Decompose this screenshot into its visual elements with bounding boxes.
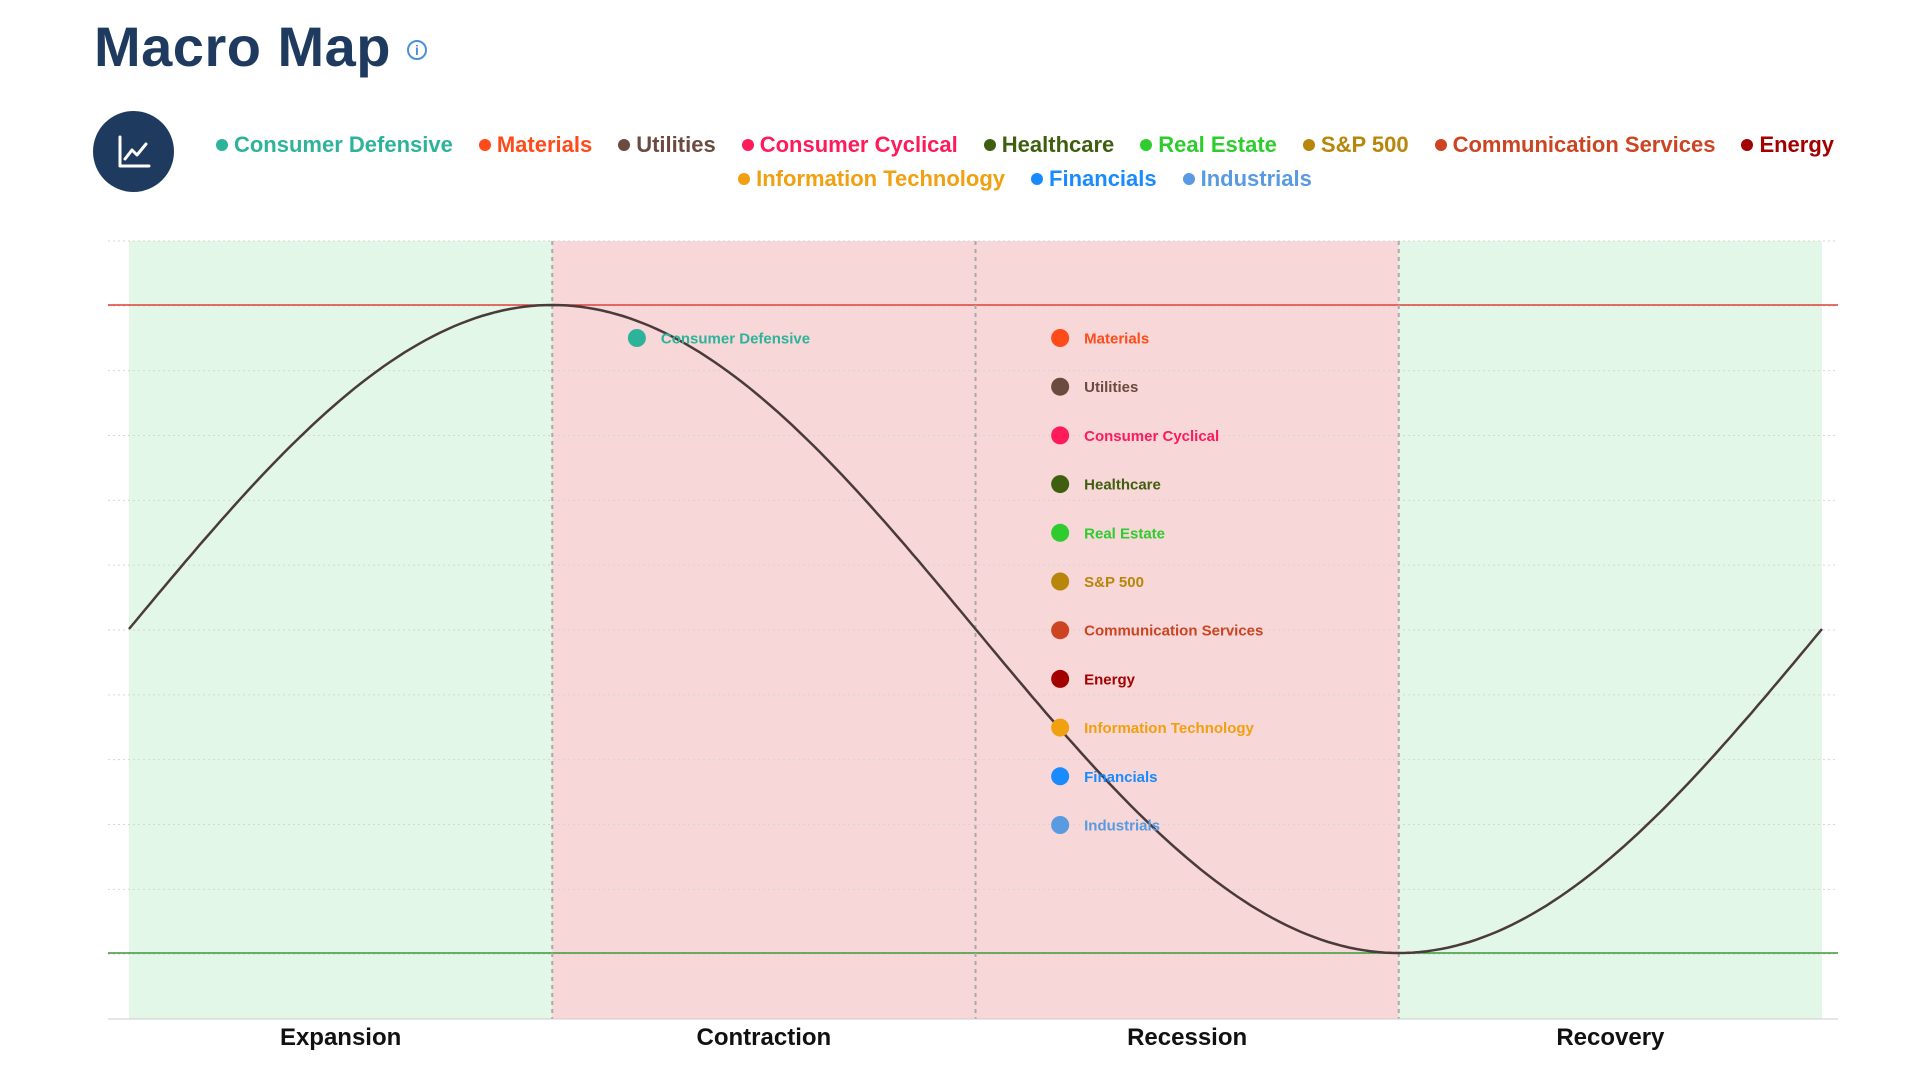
legend-dot	[1031, 173, 1044, 185]
marker-label-financials: Financials	[1084, 769, 1157, 786]
legend-dot	[738, 173, 751, 185]
marker-industrials	[1051, 816, 1070, 834]
marker-label-consumer-cyclical: Consumer Cyclical	[1084, 428, 1219, 445]
legend-item-consumer-defensive[interactable]: Consumer Defensive	[215, 132, 453, 158]
legend-label: Financials	[1049, 166, 1157, 191]
marker-label-communication-services: Communication Services	[1084, 623, 1263, 640]
marker-consumer-cyclical	[1051, 426, 1070, 445]
legend-dot	[1182, 173, 1195, 185]
phase-label-expansion: Expansion	[280, 1024, 401, 1051]
legend-label: Consumer Cyclical	[759, 132, 958, 157]
legend-item-communication-services[interactable]: Communication Services	[1434, 132, 1716, 158]
chart-legend: Consumer Defensive Materials Utilities Cons…	[200, 132, 1850, 192]
legend-dot	[215, 139, 228, 151]
legend-item-energy[interactable]: Energy	[1741, 132, 1834, 158]
legend-item-consumer-cyclical[interactable]: Consumer Cyclical	[741, 132, 958, 158]
marker-financials	[1051, 767, 1070, 786]
chart-toggle-button[interactable]	[93, 111, 174, 192]
marker-label-sandp-500: S&P 500	[1084, 574, 1144, 591]
phase-label-recovery: Recovery	[1556, 1024, 1665, 1051]
marker-label-energy: Energy	[1084, 671, 1136, 688]
legend-item-information-technology[interactable]: Information Technology	[738, 166, 1005, 192]
marker-label-consumer-defensive: Consumer Defensive	[661, 331, 810, 348]
legend-label: Communication Services	[1452, 132, 1716, 157]
legend-dot	[618, 139, 631, 151]
marker-sandp-500	[1051, 572, 1070, 591]
legend-label: Utilities	[636, 132, 716, 157]
legend-dot	[741, 139, 754, 151]
legend-label: Materials	[496, 132, 593, 157]
legend-label: S&P 500	[1320, 132, 1409, 157]
legend-item-financials[interactable]: Financials	[1031, 166, 1157, 192]
phase-label-contraction: Contraction	[697, 1024, 832, 1051]
marker-healthcare	[1051, 475, 1070, 494]
line-chart-icon	[118, 135, 150, 167]
marker-information-technology	[1051, 718, 1070, 737]
cycle-curve	[128, 303, 1823, 955]
title-row: Macro Map i	[94, 14, 427, 79]
marker-label-utilities: Utilities	[1084, 379, 1138, 396]
marker-real-estate	[1051, 523, 1070, 542]
legend-label: Consumer Defensive	[233, 132, 453, 157]
legend-dot	[1140, 139, 1153, 151]
legend-item-utilities[interactable]: Utilities	[618, 132, 716, 158]
legend-label: Energy	[1759, 132, 1835, 157]
legend-item-real-estate[interactable]: Real Estate	[1140, 132, 1277, 158]
info-icon[interactable]: i	[407, 39, 427, 60]
marker-materials	[1051, 329, 1070, 347]
marker-communication-services	[1051, 621, 1070, 640]
marker-label-real-estate: Real Estate	[1084, 525, 1165, 542]
page-title: Macro Map	[94, 15, 391, 78]
legend-dot	[983, 139, 996, 151]
marker-utilities	[1051, 377, 1070, 396]
legend-item-sandp-500[interactable]: S&P 500	[1302, 132, 1409, 158]
marker-label-information-technology: Information Technology	[1084, 720, 1254, 737]
legend-item-materials[interactable]: Materials	[478, 132, 593, 158]
marker-label-industrials: Industrials	[1084, 818, 1160, 835]
legend-dot	[1741, 139, 1754, 151]
legend-item-industrials[interactable]: Industrials	[1182, 166, 1312, 192]
marker-label-healthcare: Healthcare	[1084, 477, 1161, 494]
legend-label: Real Estate	[1158, 132, 1277, 157]
marker-energy	[1051, 669, 1070, 688]
legend-label: Industrials	[1200, 166, 1312, 191]
legend-label: Healthcare	[1001, 132, 1115, 157]
legend-item-healthcare[interactable]: Healthcare	[983, 132, 1115, 158]
marker-label-materials: Materials	[1084, 331, 1149, 348]
legend-label: Information Technology	[756, 166, 1006, 191]
legend-dot	[1302, 139, 1315, 151]
legend-dot	[478, 139, 491, 151]
marker-consumer-defensive	[627, 329, 646, 347]
legend-dot	[1434, 139, 1447, 151]
phase-label-recession: Recession	[1127, 1024, 1247, 1051]
